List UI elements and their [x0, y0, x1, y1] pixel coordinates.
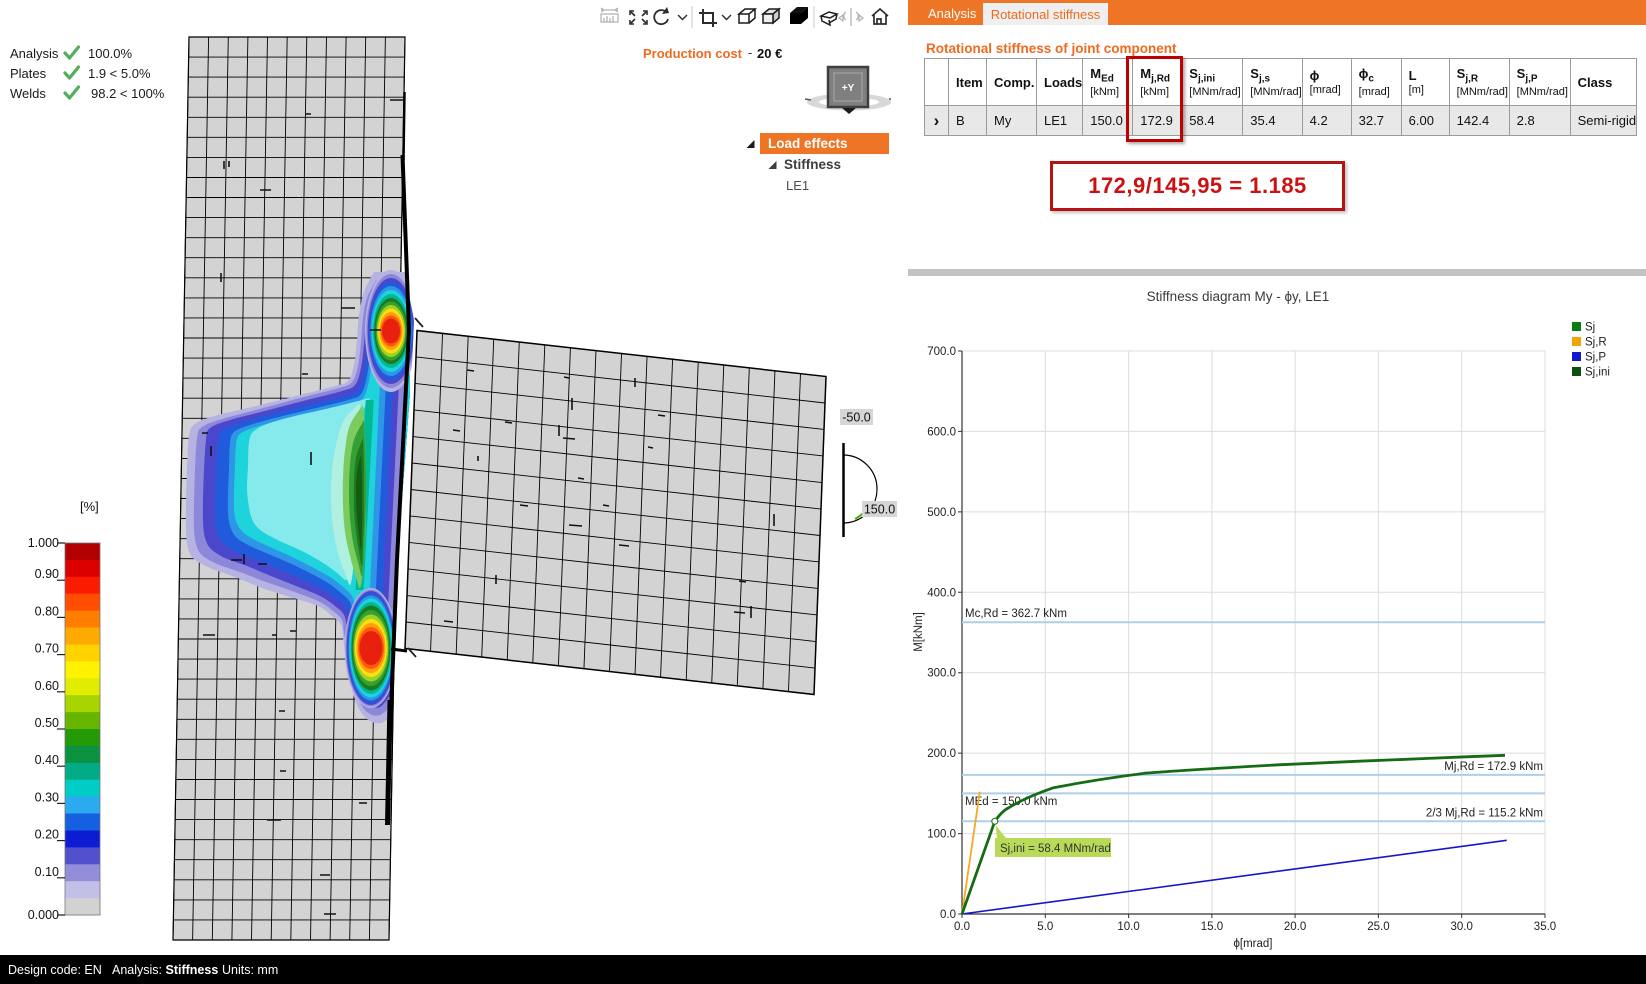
svg-text:0.20: 0.20 [35, 828, 59, 842]
svg-text:2/3 Mj,Rd = 115.2 kNm: 2/3 Mj,Rd = 115.2 kNm [1426, 808, 1543, 820]
svg-text:Sj: Sj [1585, 322, 1595, 334]
svg-text:Plates: Plates [10, 66, 47, 81]
svg-text:Load effects: Load effects [768, 136, 848, 151]
svg-text:MEd = 150.0 kNm: MEd = 150.0 kNm [965, 796, 1057, 808]
svg-text:150.0: 150.0 [864, 503, 895, 517]
svg-text:Sj,R: Sj,R [1585, 337, 1607, 349]
svg-text:0.0: 0.0 [954, 921, 970, 933]
svg-text:-: - [748, 45, 752, 60]
svg-text:300.0: 300.0 [927, 668, 956, 680]
svg-text:0.60: 0.60 [35, 679, 59, 693]
svg-text:ϕ[mrad]: ϕ[mrad] [1233, 938, 1272, 950]
svg-text:M[kNm]: M[kNm] [913, 612, 925, 652]
svg-text:500.0: 500.0 [927, 507, 956, 519]
svg-text:Sj,ini = 58.4 MNm/rad: Sj,ini = 58.4 MNm/rad [1000, 843, 1111, 855]
svg-text:0.70: 0.70 [35, 642, 59, 656]
svg-text:Sj,P: Sj,P [1585, 352, 1606, 364]
svg-text:10.0: 10.0 [1117, 921, 1139, 933]
svg-text:100.0: 100.0 [927, 829, 956, 841]
svg-text:0.000: 0.000 [28, 908, 59, 922]
svg-text:Mc,Rd = 362.7 kNm: Mc,Rd = 362.7 kNm [965, 608, 1067, 620]
svg-text:400.0: 400.0 [927, 587, 956, 599]
svg-text:Analysis: Analysis [10, 46, 59, 61]
svg-text:15.0: 15.0 [1201, 921, 1223, 933]
svg-text:Sj,ini: Sj,ini [1585, 367, 1610, 379]
svg-text:Mj,Rd = 172.9 kNm: Mj,Rd = 172.9 kNm [1444, 761, 1543, 773]
svg-text:Production cost: Production cost [643, 46, 743, 61]
svg-text:+Y: +Y [842, 83, 855, 94]
svg-text:1.9 < 5.0%: 1.9 < 5.0% [88, 66, 151, 81]
svg-text:0.10: 0.10 [35, 865, 59, 879]
svg-text:600.0: 600.0 [927, 426, 956, 438]
svg-text:0.50: 0.50 [35, 716, 59, 730]
svg-text:200.0: 200.0 [927, 748, 956, 760]
svg-text:0.40: 0.40 [35, 753, 59, 767]
svg-text:Welds: Welds [10, 86, 46, 101]
svg-text:1.000: 1.000 [28, 536, 59, 550]
svg-text:30.0: 30.0 [1451, 921, 1473, 933]
svg-text:35.0: 35.0 [1534, 921, 1556, 933]
svg-text:98.2 < 100%: 98.2 < 100% [91, 86, 165, 101]
svg-text:LE1: LE1 [786, 178, 809, 193]
svg-text:5.0: 5.0 [1037, 921, 1053, 933]
svg-text:Stiffness: Stiffness [784, 157, 841, 172]
svg-text:-50.0: -50.0 [842, 411, 871, 425]
svg-text:700.0: 700.0 [927, 346, 956, 358]
svg-text:0.0: 0.0 [940, 909, 956, 921]
svg-text:Stiffness diagram My - ϕy, LE1: Stiffness diagram My - ϕy, LE1 [1147, 289, 1330, 304]
svg-text:20 €: 20 € [757, 46, 782, 61]
svg-text:0.80: 0.80 [35, 604, 59, 618]
svg-text:0.30: 0.30 [35, 790, 59, 804]
svg-text:25.0: 25.0 [1367, 921, 1389, 933]
svg-text:20.0: 20.0 [1284, 921, 1306, 933]
svg-text:[%]: [%] [80, 499, 99, 514]
svg-text:100.0%: 100.0% [88, 46, 133, 61]
svg-text:0.90: 0.90 [35, 567, 59, 581]
